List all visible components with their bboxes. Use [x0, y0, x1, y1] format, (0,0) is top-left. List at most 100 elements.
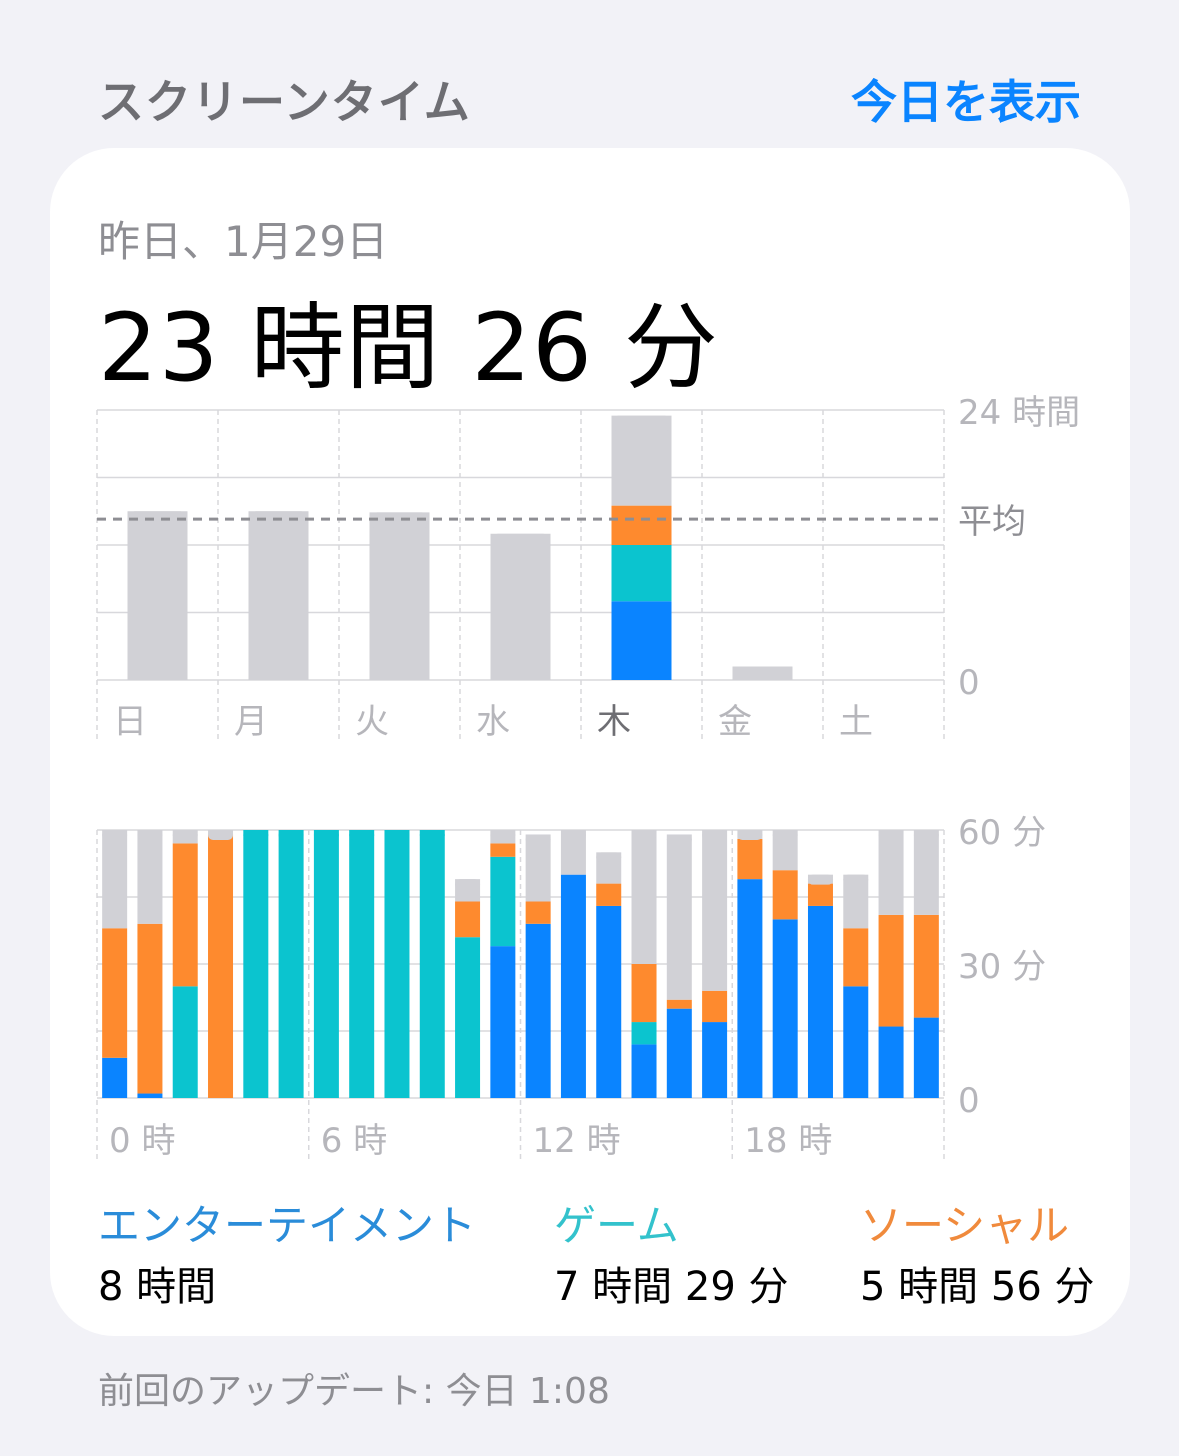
legend-entertainment-value: 8 時間: [98, 1264, 217, 1310]
hourly-y-label: 60 分: [958, 813, 1046, 853]
weekly-bar-3-cap: [490, 533, 551, 550]
hourly-bar-7-cap: [349, 830, 375, 840]
hourly-bar-8-game: [384, 830, 410, 1098]
hourly-bar-13-cap: [560, 830, 586, 840]
hourly-bar-21-entertainment: [843, 986, 869, 1098]
legend-social-value: 5 時間 56 分: [860, 1264, 1095, 1310]
hourly-bar-12-social: [525, 901, 551, 924]
hourly-bar-16-social: [666, 999, 692, 1009]
hourly-bar-18-cap: [737, 830, 763, 840]
weekly-bar-1-other: [248, 511, 309, 680]
weekly-bar-3-other: [490, 533, 551, 680]
section-title: スクリーンタイム: [98, 75, 471, 129]
weekly-bar-0-cap: [127, 511, 188, 528]
show-today-link[interactable]: 今日を表示: [851, 75, 1081, 129]
weekly-y-label: 0: [958, 663, 980, 703]
hourly-bar-18-entertainment: [737, 879, 763, 1098]
hourly-x-label: 0 時: [109, 1121, 175, 1161]
legend-game-value: 7 時間 29 分: [554, 1264, 789, 1310]
hourly-y-label: 30 分: [958, 947, 1046, 987]
hourly-bar-10-social: [455, 901, 481, 938]
weekly-day-label: 火: [355, 702, 389, 742]
hourly-bar-15-cap: [631, 830, 657, 840]
hourly-bar-3-social: [208, 834, 234, 1098]
hourly-bar-22-entertainment: [878, 1026, 904, 1098]
hourly-bar-0-entertainment: [102, 1057, 128, 1098]
hourly-bar-22-cap: [878, 830, 904, 840]
hourly-bar-1-entertainment: [137, 1093, 163, 1098]
hourly-bar-15-social: [631, 964, 657, 1023]
hourly-bar-17-other: [702, 830, 728, 991]
hourly-y-label: 0: [958, 1081, 980, 1121]
hourly-bar-14-social: [596, 883, 622, 906]
hourly-bar-12-entertainment: [525, 923, 551, 1098]
hourly-bar-2-social: [172, 843, 198, 987]
hourly-x-label: 12 時: [533, 1121, 621, 1161]
hourly-bar-19-entertainment: [772, 919, 798, 1098]
hourly-bar-5-game: [278, 830, 304, 1098]
hourly-x-label: 6 時: [321, 1121, 387, 1161]
hourly-bar-20-cap: [807, 874, 833, 885]
hourly-x-label: 18 時: [744, 1121, 832, 1161]
legend-game-name: ゲーム: [554, 1201, 679, 1250]
hourly-bar-12-cap: [525, 834, 551, 845]
hourly-bar-4-cap: [243, 830, 269, 840]
hourly-bar-15-entertainment: [631, 1044, 657, 1098]
hourly-bar-23-entertainment: [913, 1017, 939, 1098]
hourly-bar-14-cap: [596, 852, 622, 863]
hourly-bar-1-other: [137, 830, 163, 924]
hourly-bar-6-cap: [313, 830, 339, 840]
weekly-day-label: 土: [839, 702, 873, 742]
hourly-bar-18-social: [737, 838, 763, 880]
hourly-bar-11-entertainment: [490, 946, 516, 1098]
weekly-bar-2-other: [369, 512, 430, 680]
screen-time-card[interactable]: [50, 148, 1130, 1336]
hourly-bar-3-cap: [208, 830, 234, 840]
weekly-day-label: 水: [476, 702, 510, 742]
hourly-bar-4-game: [243, 830, 269, 1098]
hourly-bar-9-cap: [419, 830, 445, 840]
hourly-bar-23-other: [913, 830, 939, 915]
hourly-bar-19-cap: [772, 830, 798, 840]
weekly-day-label: 月: [234, 702, 268, 742]
hourly-bar-1-cap: [137, 830, 163, 840]
hourly-bar-2-game: [172, 986, 198, 1098]
hourly-bar-10-game: [455, 937, 481, 1098]
hourly-bar-2-cap: [172, 830, 198, 840]
hourly-bar-6-game: [313, 830, 339, 1098]
hourly-bar-19-social: [772, 870, 798, 920]
hourly-bar-9-game: [419, 830, 445, 1098]
hourly-bar-17-social: [702, 990, 728, 1023]
hourly-bar-23-cap: [913, 830, 939, 840]
hourly-bar-10-cap: [455, 879, 481, 890]
hourly-bar-7-game: [349, 830, 375, 1098]
weekly-bar-4-cap: [611, 415, 672, 432]
hourly-bar-17-entertainment: [702, 1022, 728, 1098]
weekly-bar-4-entertainment: [611, 601, 672, 680]
hourly-bar-1-social: [137, 923, 163, 1094]
weekly-bar-5-cap: [732, 666, 793, 680]
hourly-bar-17-cap: [702, 830, 728, 840]
hourly-bar-13-entertainment: [560, 874, 586, 1098]
weekly-y-label: 平均: [958, 502, 1026, 542]
hourly-bar-0-other: [102, 830, 128, 929]
hourly-bar-12-other: [525, 834, 551, 902]
hourly-bar-8-cap: [384, 830, 410, 840]
hourly-bar-11-game: [490, 856, 516, 947]
hourly-bar-22-other: [878, 830, 904, 915]
hourly-bar-15-other: [631, 830, 657, 964]
date-label: 昨日、1月29日: [98, 217, 389, 266]
hourly-usage-chart[interactable]: 0 時 6 時 12 時 18 時 60 分 30 分 0: [0, 800, 1179, 1180]
hourly-bar-21-social: [843, 928, 869, 987]
hourly-bar-11-social: [490, 843, 516, 857]
hourly-bar-15-game: [631, 1022, 657, 1045]
hourly-bar-0-social: [102, 928, 128, 1058]
weekly-bar-0-other: [127, 511, 188, 680]
hourly-bar-22-social: [878, 914, 904, 1027]
total-time: 23 時間 26 分: [98, 294, 719, 403]
weekly-y-label: 24 時間: [958, 393, 1080, 433]
weekly-day-label: 木: [597, 702, 631, 742]
hourly-bar-16-cap: [666, 834, 692, 845]
weekly-day-label: 日: [113, 702, 147, 742]
